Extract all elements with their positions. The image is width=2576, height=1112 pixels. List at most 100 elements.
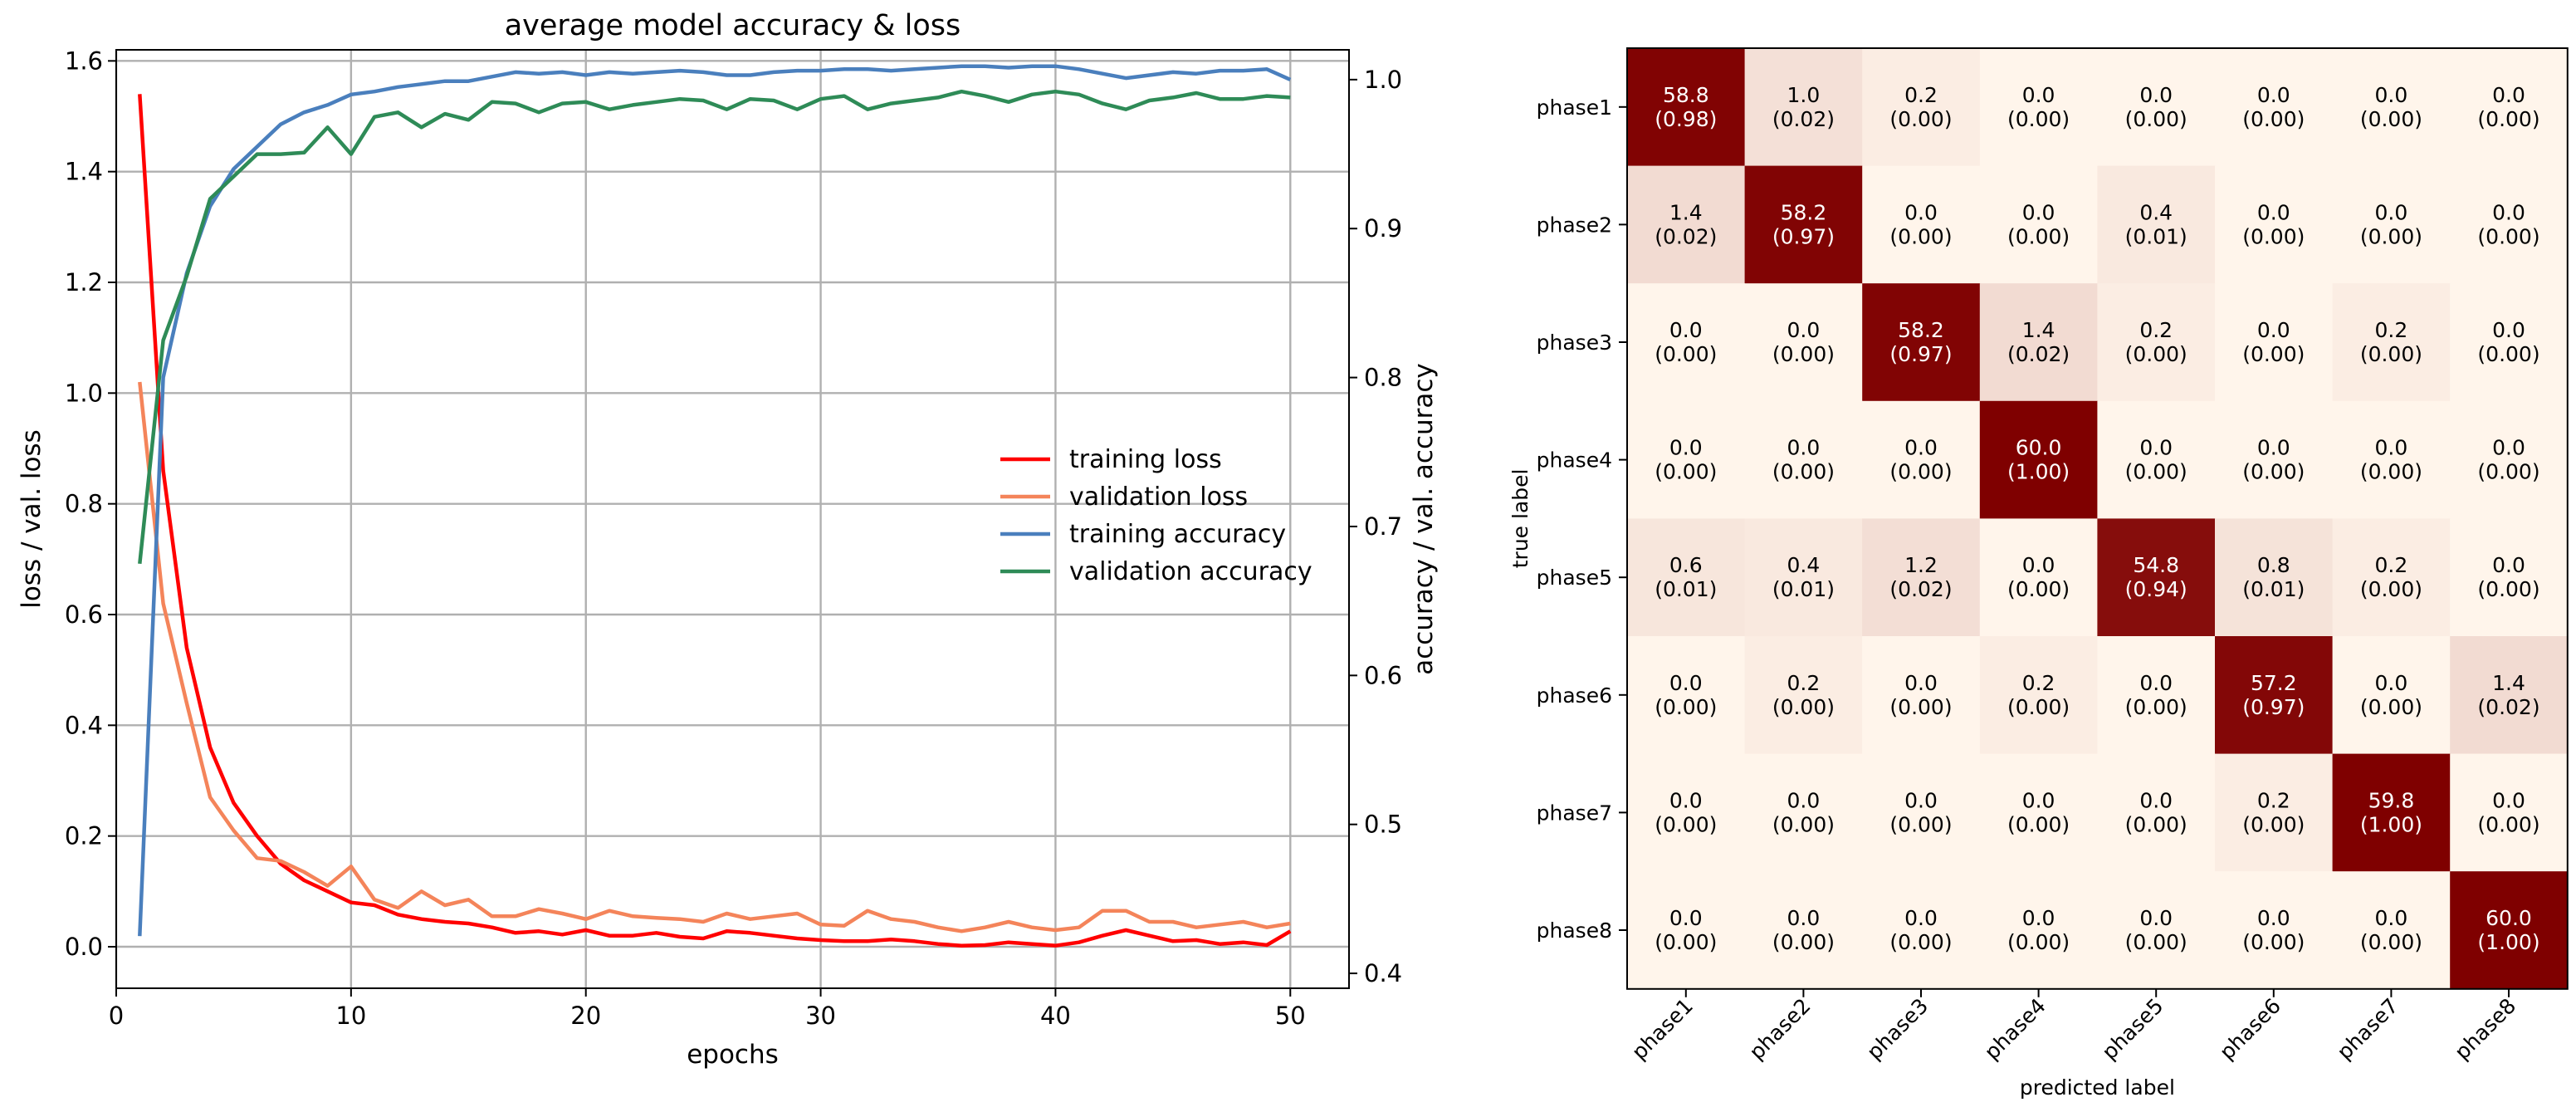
cm-cell [2097, 400, 2216, 519]
cm-cell-normalized: (0.00) [2477, 224, 2539, 248]
cm-cell [2450, 753, 2569, 872]
cm-cell-value: 0.0 [2022, 906, 2055, 930]
cm-cell-value: 0.0 [1787, 436, 1821, 460]
cm-x-tick-label: phase8 [2450, 994, 2520, 1065]
cm-cell-value: 0.0 [1669, 318, 1703, 342]
cm-cell-normalized: (0.00) [2007, 930, 2070, 954]
line-chart: 0 10 20 30 40 50 0.00.20.40.60.81.01.21.41.6 … [17, 9, 1439, 1070]
cm-cell [2215, 518, 2334, 637]
cm-cell-normalized: (0.02) [1772, 107, 1835, 131]
cm-cell-normalized: (0.00) [2007, 224, 2070, 248]
cm-cell-normalized: (0.00) [1889, 107, 1952, 131]
cm-y-ticks: phase1 phase2 phase3 phase4 phase5 phase6 phas… [1537, 96, 1627, 943]
cm-cell-value: 0.0 [1669, 788, 1703, 812]
cm-cell [1862, 753, 1981, 872]
cm-cell [2332, 283, 2451, 402]
cm-y-axis-label: true label [1508, 469, 1532, 569]
cm-cell [1862, 165, 1981, 284]
x-axis-ticks: 0 10 20 30 40 50 [109, 988, 1306, 1030]
cm-cell [1979, 518, 2098, 637]
cm-cell-normalized: (0.00) [2125, 695, 2187, 719]
y-tick-label: 0.6 [65, 600, 103, 629]
cm-cell [1862, 518, 1981, 637]
y-tick-label: 0.8 [65, 490, 103, 518]
cm-cell-normalized: (0.00) [2242, 460, 2305, 484]
cm-cell-normalized: (0.00) [2007, 812, 2070, 836]
cm-cell-normalized: (0.01) [1655, 577, 1717, 601]
x-tick-label: 20 [570, 1002, 601, 1030]
cm-cell-normalized: (0.00) [1889, 695, 1952, 719]
y-tick-label: 1.0 [65, 379, 103, 407]
cm-cell [2215, 48, 2334, 167]
x-tick-label: 50 [1275, 1002, 1306, 1030]
cm-cell [1744, 753, 1863, 872]
cm-cell-normalized: (0.98) [1655, 107, 1717, 131]
line-chart-series [138, 64, 1292, 948]
cm-cell [2215, 283, 2334, 402]
cm-cell-value: 58.2 [1781, 200, 1827, 224]
cm-cell-normalized: (0.00) [2360, 695, 2422, 719]
cm-cell [1744, 400, 1863, 519]
cm-cell-normalized: (0.00) [2477, 342, 2539, 366]
cm-y-tick-label: phase1 [1537, 96, 1612, 120]
cm-y-tick-label: phase5 [1537, 566, 1612, 590]
cm-cell-value: 0.0 [2375, 83, 2408, 107]
x-tick-label: 0 [109, 1002, 124, 1030]
cm-cell-value: 0.0 [1904, 671, 1938, 695]
cm-cell-value: 0.0 [2492, 436, 2525, 460]
cm-cell [2332, 518, 2451, 637]
y2-tick-label: 0.4 [1364, 959, 1402, 987]
cm-cell [2450, 48, 2569, 167]
cm-cell [2215, 753, 2334, 872]
cm-cell [1744, 871, 1863, 990]
cm-cell-value: 0.0 [2022, 200, 2055, 224]
cm-cell-normalized: (0.00) [1655, 695, 1717, 719]
cm-cell-value: 0.0 [2139, 83, 2173, 107]
cm-cell-value: 0.0 [2257, 83, 2290, 107]
cm-cell [2097, 636, 2216, 755]
cm-cell-normalized: (0.00) [1772, 460, 1835, 484]
cm-cell [1979, 283, 2098, 402]
cm-x-tick-label: phase1 [1627, 994, 1698, 1065]
cm-cell-normalized: (0.00) [1889, 930, 1952, 954]
cm-x-tick-label: phase2 [1745, 994, 1816, 1065]
cm-y-tick-label: phase8 [1537, 919, 1612, 943]
cm-y-tick-label: phase6 [1537, 683, 1612, 708]
cm-cell [1744, 48, 1863, 167]
cm-cell [1744, 636, 1863, 755]
cm-cell-normalized: (0.00) [2242, 107, 2305, 131]
y2-tick-label: 0.5 [1364, 811, 1402, 839]
cm-y-tick-label: phase2 [1537, 213, 1612, 237]
cm-y-tick-label: phase4 [1537, 448, 1612, 473]
y-tick-label: 1.6 [65, 47, 103, 75]
cm-cell-value: 0.0 [2492, 200, 2525, 224]
cm-cell-value: 0.4 [2139, 200, 2173, 224]
series-line-validation-accuracy [138, 89, 1291, 565]
cm-cell [2097, 518, 2216, 637]
y-tick-label: 0.4 [65, 711, 103, 739]
cm-cell-normalized: (0.02) [2007, 342, 2070, 366]
cm-cell-normalized: (0.94) [2125, 577, 2187, 601]
cm-cell [1862, 400, 1981, 519]
confusion-matrix-frame [1626, 47, 2569, 990]
cm-cell-value: 58.8 [1663, 83, 1709, 107]
cm-cell [2097, 48, 2216, 167]
y-axis-ticks: 0.0 0.2 0.4 0.6 0.8 1.0 1.2 1.4 1.6 [65, 47, 116, 961]
cm-cell-normalized: (0.00) [2125, 930, 2187, 954]
cm-cell-normalized: (0.00) [2477, 812, 2539, 836]
cm-cell-value: 0.0 [2022, 788, 2055, 812]
y2-tick-label: 1.0 [1364, 66, 1402, 94]
cm-cell-normalized: (0.00) [1889, 460, 1952, 484]
cm-cell [2097, 283, 2216, 402]
cm-cell-normalized: (0.00) [2360, 342, 2422, 366]
x-tick-label: 10 [335, 1002, 366, 1030]
cm-cell-value: 0.2 [2375, 553, 2408, 577]
cm-cell-normalized: (0.00) [2360, 460, 2422, 484]
line-chart-frame [115, 49, 1350, 989]
line-chart-grid [115, 50, 1349, 988]
cm-cell [2332, 165, 2451, 284]
series-line-training-loss [138, 94, 1292, 948]
cm-cell-normalized: (0.00) [2477, 577, 2539, 601]
cm-cell-normalized: (0.00) [2125, 460, 2187, 484]
